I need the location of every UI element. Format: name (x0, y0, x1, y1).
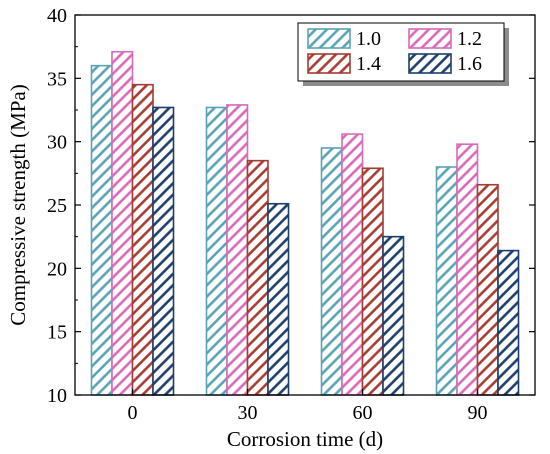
bar-1.0-90 (435, 166, 458, 396)
ticks-layer: 10 15 20 25 30 35 40 0 30 60 90 (47, 5, 535, 424)
y-tick-label: 10 (47, 385, 67, 407)
bar-1.6-30 (267, 202, 290, 396)
legend-swatch (307, 28, 351, 49)
y-axis-title: Compressive strength (MPa) (6, 84, 30, 325)
legend-swatch (408, 53, 452, 74)
bar-1.0-60 (320, 147, 343, 396)
y-tick-label: 30 (47, 132, 67, 154)
bar-1.4-0 (131, 83, 154, 396)
legend-label: 1.0 (356, 28, 381, 50)
bar-1.4-60 (361, 167, 384, 396)
y-tick-label: 15 (47, 322, 67, 344)
legend-label: 1.4 (356, 53, 381, 75)
x-tick-label: 90 (468, 402, 488, 424)
y-tick-label: 40 (47, 5, 67, 27)
legend: 1.0 1.2 1.4 1.6 (297, 22, 509, 86)
legend-swatch (408, 28, 452, 49)
bar-1.2-90 (456, 143, 479, 396)
x-axis-title: Corrosion time (d) (227, 427, 383, 451)
bars-layer (90, 50, 520, 396)
y-tick-label: 25 (47, 195, 67, 217)
bar-1.0-30 (205, 106, 228, 396)
y-tick-label: 20 (47, 258, 67, 280)
bar-1.2-0 (111, 50, 134, 396)
x-tick-label: 0 (128, 402, 138, 424)
bar-1.4-90 (476, 183, 499, 396)
bar-1.0-0 (90, 64, 113, 396)
bar-1.6-90 (497, 249, 520, 396)
x-tick-label: 30 (238, 402, 258, 424)
legend-label: 1.2 (457, 28, 482, 50)
y-tick-label: 35 (47, 68, 67, 90)
bar-1.2-60 (341, 133, 364, 396)
bar-1.4-30 (246, 159, 269, 396)
x-tick-label: 60 (353, 402, 373, 424)
legend-swatch (307, 53, 351, 74)
bar-1.6-0 (152, 106, 175, 396)
legend-label: 1.6 (457, 53, 482, 75)
bar-1.2-30 (226, 104, 249, 396)
bar-1.6-60 (382, 235, 405, 396)
